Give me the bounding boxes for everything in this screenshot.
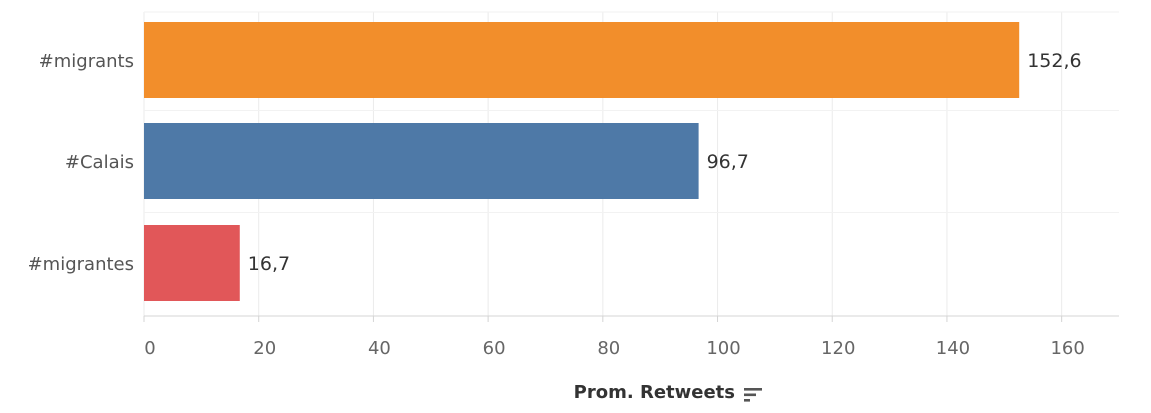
category-label: #migrants bbox=[39, 51, 134, 72]
x-tick-label: 100 bbox=[706, 338, 740, 359]
category-labels: #migrants #Calais #migrantes bbox=[28, 51, 134, 275]
x-tick-label: 0 bbox=[144, 338, 155, 359]
x-tick-label: 120 bbox=[821, 338, 855, 359]
value-label: 96,7 bbox=[707, 151, 749, 173]
category-label: #migrantes bbox=[28, 254, 134, 275]
bars bbox=[144, 22, 1020, 301]
bar[interactable] bbox=[144, 22, 1020, 98]
x-tick-label: 20 bbox=[253, 338, 276, 359]
value-label: 16,7 bbox=[248, 253, 290, 275]
value-label: 152,6 bbox=[1027, 50, 1081, 72]
bar[interactable] bbox=[144, 123, 699, 199]
value-labels: 152,6 96,7 16,7 bbox=[248, 50, 1082, 275]
x-tick-label: 80 bbox=[597, 338, 620, 359]
x-axis-title: Prom. Retweets bbox=[574, 382, 735, 403]
sort-descending-icon[interactable] bbox=[744, 388, 762, 402]
x-tick-label: 40 bbox=[368, 338, 391, 359]
x-tick-label: 140 bbox=[936, 338, 970, 359]
x-tick-label: 160 bbox=[1050, 338, 1084, 359]
x-tick-label: 60 bbox=[483, 338, 506, 359]
category-label: #Calais bbox=[65, 152, 134, 173]
x-axis-title-group: Prom. Retweets bbox=[574, 382, 762, 403]
x-axis: 0 20 40 60 80 100 120 140 160 bbox=[143, 315, 1119, 359]
bar[interactable] bbox=[144, 225, 240, 301]
